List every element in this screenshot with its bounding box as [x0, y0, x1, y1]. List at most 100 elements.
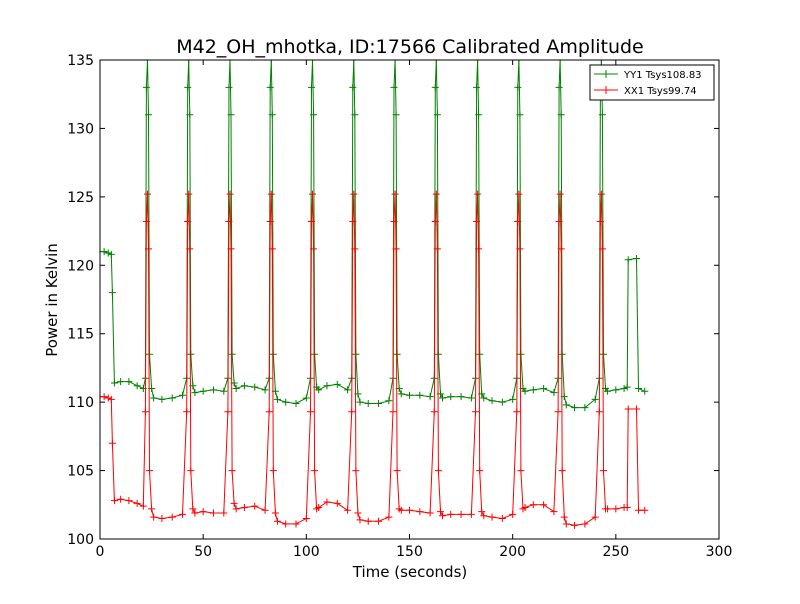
- data-point: [560, 513, 568, 521]
- data-point: [104, 394, 112, 402]
- data-point: [158, 395, 166, 403]
- y-tick-label: 115: [67, 327, 94, 343]
- data-point: [142, 83, 150, 91]
- y-tick-label: 135: [67, 53, 94, 69]
- series-1: [100, 60, 649, 412]
- data-point: [141, 408, 149, 416]
- data-point: [144, 111, 152, 119]
- data-point: [598, 245, 606, 253]
- data-point: [251, 502, 259, 510]
- data-point: [624, 405, 632, 413]
- data-point: [227, 111, 235, 119]
- data-point: [311, 350, 319, 358]
- data-point: [393, 467, 401, 475]
- data-point: [191, 389, 199, 397]
- data-point: [392, 245, 400, 253]
- data-point: [107, 250, 115, 258]
- data-point: [556, 60, 564, 64]
- data-point: [268, 245, 276, 253]
- data-point: [457, 393, 465, 401]
- y-tick-label: 100: [67, 532, 94, 548]
- data-point: [110, 379, 118, 387]
- data-point: [391, 190, 399, 198]
- data-point: [540, 384, 548, 392]
- series-line: [100, 194, 645, 526]
- data-point: [434, 350, 442, 358]
- data-point: [168, 513, 176, 521]
- legend: YY1 Tsys108.83 XX1 Tsys99.74: [589, 64, 715, 101]
- axes-frame: [99, 59, 720, 540]
- data-point: [225, 83, 233, 91]
- data-point: [439, 512, 447, 520]
- data-point: [488, 513, 496, 521]
- data-point: [385, 513, 393, 521]
- series-2: [100, 190, 649, 529]
- data-point: [431, 83, 439, 91]
- data-point: [390, 217, 398, 225]
- data-point: [133, 382, 141, 390]
- y-tick-label: 110: [67, 395, 94, 411]
- data-point: [473, 83, 481, 91]
- data-point: [302, 394, 310, 402]
- data-point: [184, 217, 192, 225]
- series-line: [100, 60, 645, 409]
- data-point: [595, 408, 603, 416]
- data-point: [571, 404, 579, 412]
- data-point: [641, 387, 649, 395]
- data-point: [273, 517, 281, 525]
- data-point: [179, 391, 187, 399]
- data-point: [158, 514, 166, 522]
- data-point: [251, 383, 259, 391]
- data-point: [265, 408, 273, 416]
- data-point: [426, 393, 434, 401]
- data-point: [364, 400, 372, 408]
- data-point: [333, 380, 341, 388]
- data-point: [224, 408, 232, 416]
- data-point: [315, 504, 323, 512]
- data-point: [209, 509, 217, 517]
- data-point: [550, 508, 558, 516]
- data-point: [480, 512, 488, 520]
- data-point: [591, 513, 599, 521]
- data-point: [515, 60, 523, 64]
- data-point: [476, 467, 484, 475]
- data-point: [220, 509, 228, 517]
- data-point: [144, 245, 152, 253]
- data-point: [431, 217, 439, 225]
- data-point: [226, 60, 234, 64]
- data-point: [389, 408, 397, 416]
- data-point: [228, 467, 236, 475]
- data-point: [269, 350, 277, 358]
- data-point: [473, 217, 481, 225]
- data-point: [397, 506, 405, 514]
- data-point: [432, 60, 440, 64]
- data-point: [509, 395, 517, 403]
- data-point: [292, 520, 300, 528]
- data-point: [186, 245, 194, 253]
- x-tick-label: 300: [706, 544, 733, 560]
- data-point: [599, 467, 607, 475]
- data-point: [356, 398, 364, 406]
- data-point: [397, 390, 405, 398]
- data-point: [225, 217, 233, 225]
- x-tick-label: 0: [96, 544, 105, 560]
- data-point: [349, 217, 357, 225]
- data-point: [107, 395, 115, 403]
- data-point: [148, 505, 156, 513]
- data-point: [187, 467, 195, 475]
- data-point: [139, 502, 147, 510]
- data-point: [475, 245, 483, 253]
- data-point: [554, 408, 562, 416]
- data-point: [349, 83, 357, 91]
- data-point: [273, 395, 281, 403]
- data-point: [392, 111, 400, 119]
- data-point: [488, 397, 496, 405]
- data-point: [467, 394, 475, 402]
- data-point: [267, 190, 275, 198]
- data-point: [375, 400, 383, 408]
- data-point: [635, 384, 643, 392]
- data-point: [385, 397, 393, 405]
- data-point: [623, 504, 631, 512]
- data-point: [261, 506, 269, 514]
- data-point: [581, 520, 589, 528]
